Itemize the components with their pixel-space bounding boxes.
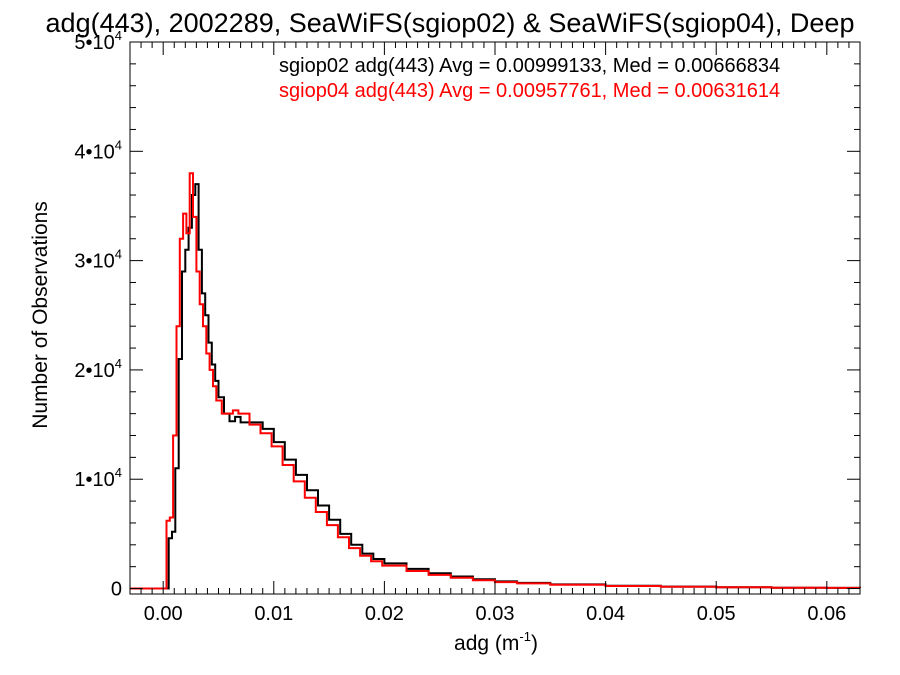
plot-frame xyxy=(129,41,861,595)
x-tick-label: 0.05 xyxy=(697,603,736,625)
legend-entry-1: sgiop02 adg(443) Avg = 0.00999133, Med =… xyxy=(279,55,780,77)
y-tick-label: 1•104 xyxy=(74,465,122,491)
y-tick-base: 5•10 xyxy=(74,32,114,54)
legend-entry-2: sgiop04 adg(443) Avg = 0.00957761, Med =… xyxy=(279,80,780,102)
y-tick-exponent: 4 xyxy=(115,28,122,43)
chart-title: adg(443), 2002289, SeaWiFS(sgiop02) & Se… xyxy=(46,8,855,38)
x-tick-label: 0.06 xyxy=(807,603,846,625)
x-tick-label: 0.03 xyxy=(476,603,515,625)
tick-labels-layer: 0.00 0.01 0.02 0.03 0.04 0.05 0.0601•1042•1043… xyxy=(74,28,846,625)
y-tick-exponent: 4 xyxy=(115,247,122,262)
x-axis-label: adg (m-1) xyxy=(454,629,538,655)
series-line-1 xyxy=(130,183,861,590)
y-tick-label: 5•104 xyxy=(74,28,122,54)
series-line-2 xyxy=(130,172,861,590)
y-tick-base: 3•10 xyxy=(74,251,114,273)
x-axis-label-exponent: -1 xyxy=(519,629,531,644)
x-tick-label: 0.02 xyxy=(365,603,404,625)
legend: sgiop02 adg(443) Avg = 0.00999133, Med =… xyxy=(279,55,780,102)
y-tick-base: 0 xyxy=(111,579,122,601)
y-tick-label: 2•104 xyxy=(74,356,122,382)
x-tick-label: 0.04 xyxy=(586,603,625,625)
y-tick-exponent: 4 xyxy=(115,465,122,480)
x-axis-label-close: ) xyxy=(531,632,538,655)
y-tick-label: 0 xyxy=(111,579,122,601)
y-tick-label: 3•104 xyxy=(74,247,122,273)
y-tick-base: 4•10 xyxy=(74,141,114,163)
y-tick-base: 1•10 xyxy=(74,469,114,491)
y-tick-base: 2•10 xyxy=(74,360,114,382)
x-axis-label-main: adg (m xyxy=(454,632,519,655)
x-tick-label: 0.00 xyxy=(144,603,183,625)
y-tick-label: 4•104 xyxy=(74,137,122,163)
ticks-layer xyxy=(130,41,861,594)
y-tick-exponent: 4 xyxy=(115,356,122,371)
y-tick-exponent: 4 xyxy=(115,137,122,152)
x-tick-label: 0.01 xyxy=(254,603,293,625)
series-layer xyxy=(130,172,861,590)
y-axis-label: Number of Observations xyxy=(29,201,52,429)
